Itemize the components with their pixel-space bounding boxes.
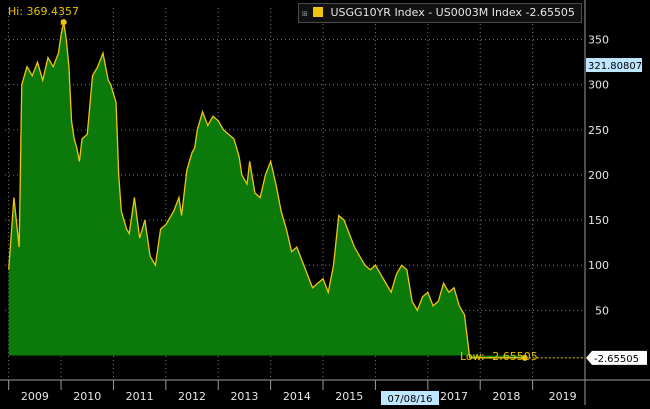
- x-tick-label: 2011: [126, 390, 154, 403]
- low-label: Low: -2.65505: [460, 350, 538, 363]
- hi-marker: [60, 19, 67, 26]
- legend-label: USGG10YR Index - US0003M Index -2.65505: [330, 6, 575, 19]
- x-tick-label: 2012: [178, 390, 206, 403]
- y-tick-label: 300: [588, 79, 609, 92]
- current-value-tag: -2.65505: [594, 354, 639, 365]
- x-tick-label: 2014: [283, 390, 311, 403]
- last-value-tag-bg: [586, 58, 642, 73]
- x-tick-label: 2013: [230, 390, 258, 403]
- legend-swatch: [313, 7, 323, 17]
- y-tick-label: 350: [588, 34, 609, 47]
- x-tick-label: 2010: [73, 390, 101, 403]
- last-value-tag: 321.80807: [588, 61, 642, 72]
- series-area: [8, 22, 525, 358]
- x-tick-label: 2018: [492, 390, 520, 403]
- x-tick-label: 2009: [21, 390, 49, 403]
- date-tag: 07/08/16: [388, 394, 433, 405]
- expand-icon[interactable]: ⊞: [302, 10, 308, 18]
- hi-label: Hi: 369.4357: [8, 5, 79, 18]
- y-tick-label: 200: [588, 169, 609, 182]
- current-value-tag-bg: [586, 350, 647, 365]
- legend[interactable]: ⊞ USGG10YR Index - US0003M Index -2.6550…: [298, 3, 582, 23]
- y-tick-label: 100: [588, 259, 609, 272]
- x-tick-label: 2019: [549, 390, 577, 403]
- x-tick-label: 2017: [440, 390, 468, 403]
- x-tick-label: 2015: [335, 390, 363, 403]
- y-tick-label: 150: [588, 214, 609, 227]
- series-line: [8, 21, 525, 359]
- y-tick-label: 50: [595, 304, 609, 317]
- date-tag-bg: [381, 391, 439, 405]
- y-tick-label: 250: [588, 124, 609, 137]
